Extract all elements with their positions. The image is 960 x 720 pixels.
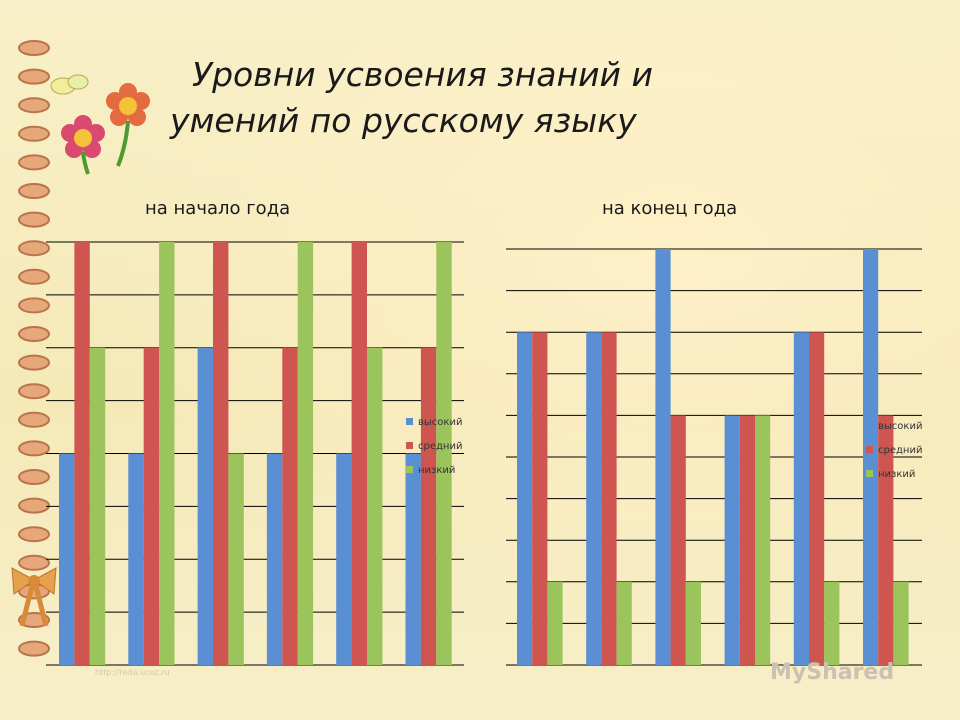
spiral-ring [18, 40, 50, 56]
bar-низкий-2-6 [893, 581, 909, 665]
spiral-ring [18, 326, 50, 342]
legend-swatch [866, 446, 873, 453]
bar-средний-1-2 [143, 347, 160, 665]
bar-низкий-2-4 [755, 415, 771, 665]
chart1-title: на начало года [145, 198, 291, 219]
flowers-decoration [50, 74, 150, 175]
spiral-ring [18, 240, 50, 257]
spiral-ring [18, 154, 50, 171]
bar-высокий-1-3 [197, 347, 213, 665]
legend-label: высокий [418, 417, 462, 428]
legend-label: низкий [418, 465, 455, 476]
bar-средний-2-3 [670, 415, 686, 665]
notebook-spiral [18, 40, 50, 657]
bar-низкий-1-6 [436, 242, 452, 665]
bar-высокий-1-2 [128, 453, 144, 665]
bar-низкий-1-5 [367, 347, 383, 665]
bar-средний-1-6 [420, 347, 437, 665]
legend-swatch [406, 442, 413, 449]
spiral-ring [18, 97, 50, 114]
chart2-title: на конец года [602, 198, 738, 219]
spiral-ring [18, 411, 50, 428]
bar-средний-1-4 [282, 347, 298, 665]
spiral-ring [18, 125, 50, 142]
legend-label: средний [878, 445, 922, 456]
spiral-ring [18, 440, 50, 457]
spiral-ring [18, 183, 50, 199]
bar-низкий-2-5 [824, 581, 840, 665]
bar-высокий-2-3 [655, 249, 671, 665]
bar-средний-1-5 [351, 242, 367, 665]
legend-swatch [406, 466, 413, 473]
legend-label: средний [418, 441, 462, 452]
bar-высокий-2-4 [724, 415, 740, 665]
bar-высокий-2-5 [793, 332, 809, 665]
spiral-ring [18, 68, 50, 85]
spiral-ring [18, 526, 50, 543]
bar-высокий-2-6 [863, 249, 879, 665]
legend-label: высокий [878, 421, 922, 432]
spiral-ring [18, 297, 50, 314]
spiral-ring [18, 554, 50, 571]
bar-низкий-2-2 [616, 581, 632, 665]
bar-низкий-1-2 [159, 242, 175, 665]
legend-swatch [866, 422, 873, 429]
slide-title: Уровни усвоения знаний и умений по русск… [170, 52, 730, 144]
bar-средний-2-2 [601, 332, 617, 665]
bar-средний-1-1 [74, 242, 90, 665]
bow-decoration [11, 567, 57, 627]
spiral-ring [18, 211, 50, 228]
bar-низкий-1-3 [228, 453, 244, 665]
bar-высокий-1-5 [336, 453, 352, 665]
spiral-ring [18, 268, 50, 285]
spiral-ring [18, 640, 50, 657]
legend-label: низкий [878, 469, 915, 480]
spiral-ring [18, 497, 50, 514]
bar-средний-2-6 [878, 415, 894, 665]
bar-средний-2-5 [809, 332, 825, 665]
bar-высокий-1-4 [266, 453, 283, 665]
bar-низкий-2-1 [547, 581, 563, 665]
bar-высокий-1-1 [59, 453, 75, 665]
spiral-ring [18, 354, 50, 371]
source-url: http://reda.ucoz.ru [95, 668, 170, 677]
title-line-1: Уровни усвоения знаний и [192, 55, 653, 94]
bar-низкий-2-3 [685, 581, 701, 665]
bar-высокий-1-6 [405, 453, 421, 665]
bar-низкий-1-4 [297, 242, 314, 665]
bar-низкий-1-1 [89, 347, 106, 665]
bar-высокий-2-1 [517, 332, 533, 665]
bar-высокий-2-2 [586, 332, 602, 665]
bar-средний-2-1 [532, 332, 548, 665]
bar-средний-1-3 [213, 242, 229, 665]
title-line-2: умений по русскому языку [170, 101, 637, 140]
spiral-ring [18, 469, 50, 485]
bar-средний-2-4 [739, 415, 755, 665]
legend-swatch [866, 470, 873, 477]
watermark-logo: MyShared [770, 660, 895, 685]
spiral-ring [18, 383, 50, 400]
legend-swatch [406, 418, 413, 425]
